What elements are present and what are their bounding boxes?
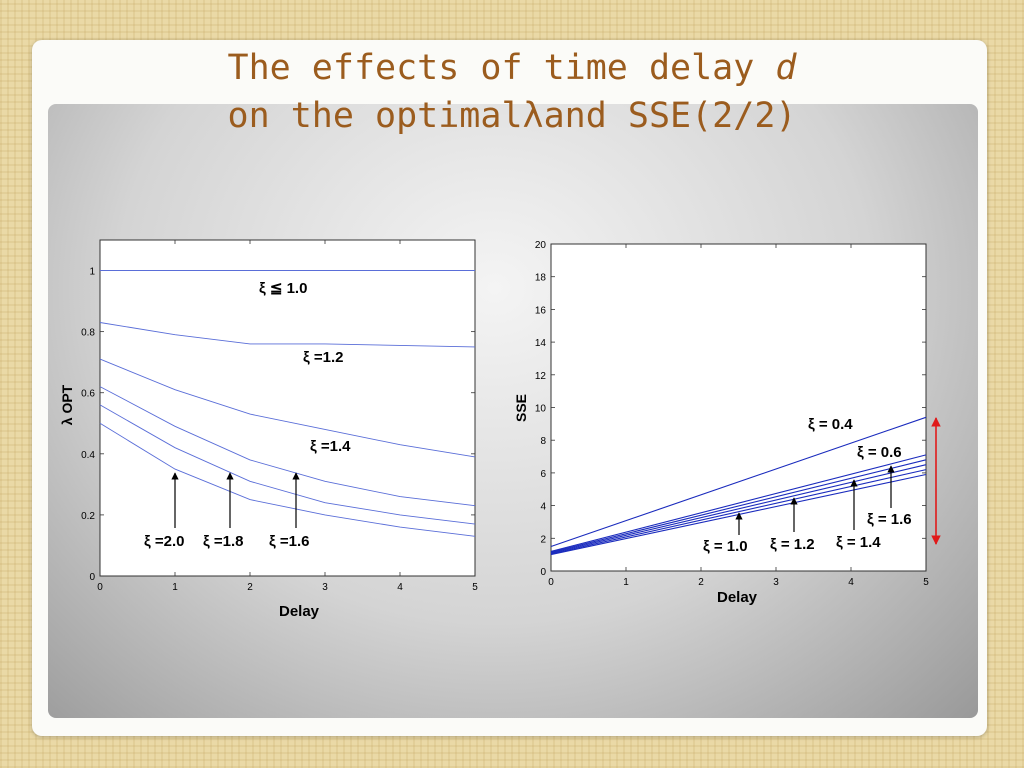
lambda-ticks: 0 1 2 3 4 5 0 0.2 0.4 0.6 0.8 1 [81, 240, 478, 593]
sse-y-tick-label: 18 [535, 273, 547, 284]
lambda-annot-xi-1-4: ξ =1.4 [310, 438, 351, 455]
sse-y-tick-label: 4 [540, 502, 546, 513]
lambda-y-tick-label: 1 [89, 267, 95, 278]
sse-x-axis-label: Delay [717, 589, 758, 606]
title-line-2: on the optimalλand SSE(2/2) [0, 92, 1024, 140]
lambda-x-tick-label: 4 [397, 582, 403, 593]
title-line-1: The effects of time delay d [0, 44, 1024, 92]
sse-annot-xi-0-4: ξ = 0.4 [808, 416, 853, 433]
lambda-annot-xi-1-2: ξ =1.2 [303, 349, 343, 366]
title-lambda: λ [522, 96, 544, 136]
sse-series-line-4 [550, 469, 927, 555]
sse-annot-xi-1-0: ξ = 1.0 [703, 538, 748, 555]
lambda-annot-xi-1-8: ξ =1.8 [203, 533, 243, 550]
lambda-x-tick-label: 2 [247, 582, 253, 593]
sse-series-lines [550, 416, 927, 556]
sse-x-tick-label: 0 [548, 577, 554, 588]
lambda-series-line-5 [99, 422, 476, 537]
lambda-series-lines [99, 270, 476, 537]
sse-x-tick-label: 1 [623, 577, 629, 588]
sse-y-tick-label: 10 [535, 404, 547, 415]
sse-y-tick-label: 16 [535, 305, 547, 316]
sse-y-tick-label: 14 [535, 338, 547, 349]
sse-annot-xi-1-4: ξ = 1.4 [836, 534, 881, 551]
sse-x-tick-label: 4 [848, 577, 854, 588]
sse-series-line-0 [550, 416, 927, 548]
sse-x-tick-label: 2 [698, 577, 704, 588]
lambda-x-tick-label: 1 [172, 582, 178, 593]
lambda-y-tick-label: 0 [89, 572, 95, 583]
sse-annot-xi-1-6: ξ = 1.6 [867, 511, 912, 528]
title-text-2b: and SSE(2/2) [543, 96, 797, 136]
sse-y-tick-label: 2 [540, 534, 546, 545]
lambda-annot-xi-le-1: ξ ≦ 1.0 [259, 280, 307, 297]
lambda-y-tick-label: 0.6 [81, 389, 95, 400]
sse-annot-xi-0-6: ξ = 0.6 [857, 444, 902, 461]
title-text-1: The effects of time delay [227, 48, 755, 88]
sse-y-tick-label: 20 [535, 240, 547, 251]
lambda-y-tick-label: 0.4 [81, 450, 95, 461]
title-text-2a: on the optimal [227, 96, 523, 136]
sse-x-tick-label: 5 [923, 577, 929, 588]
lambda-series-line-1 [99, 322, 476, 348]
sse-y-axis-label: SSE [513, 394, 529, 422]
lambda-x-tick-label: 5 [472, 582, 478, 593]
lambda-y-tick-label: 0.8 [81, 328, 95, 339]
sse-annot-xi-1-2: ξ = 1.2 [770, 536, 815, 553]
lambda-series-line-4 [99, 404, 476, 525]
sse-y-tick-label: 6 [540, 469, 546, 480]
lambda-plot-area [99, 239, 476, 577]
lambda-annot-xi-1-6: ξ =1.6 [269, 533, 309, 550]
sse-series-line-3 [550, 464, 927, 554]
lambda-x-tick-label: 3 [322, 582, 328, 593]
lambda-series-line-2 [99, 358, 476, 458]
sse-y-tick-label: 8 [540, 436, 546, 447]
slide-title: The effects of time delay d on the optim… [0, 44, 1024, 140]
lambda-x-tick-label: 0 [97, 582, 103, 593]
lambda-y-tick-label: 0.2 [81, 511, 95, 522]
lambda-y-axis-label: λ OPT [59, 384, 75, 425]
sse-x-tick-label: 3 [773, 577, 779, 588]
lambda-x-axis-label: Delay [279, 603, 320, 620]
lambda-series-line-3 [99, 386, 476, 507]
lambda-annot-xi-2-0: ξ =2.0 [144, 533, 184, 550]
sse-series-line-1 [550, 454, 927, 552]
sse-y-tick-label: 0 [540, 567, 546, 578]
title-variable: d [775, 48, 797, 88]
sse-y-tick-label: 12 [535, 371, 547, 382]
sse-series-line-2 [550, 459, 927, 553]
